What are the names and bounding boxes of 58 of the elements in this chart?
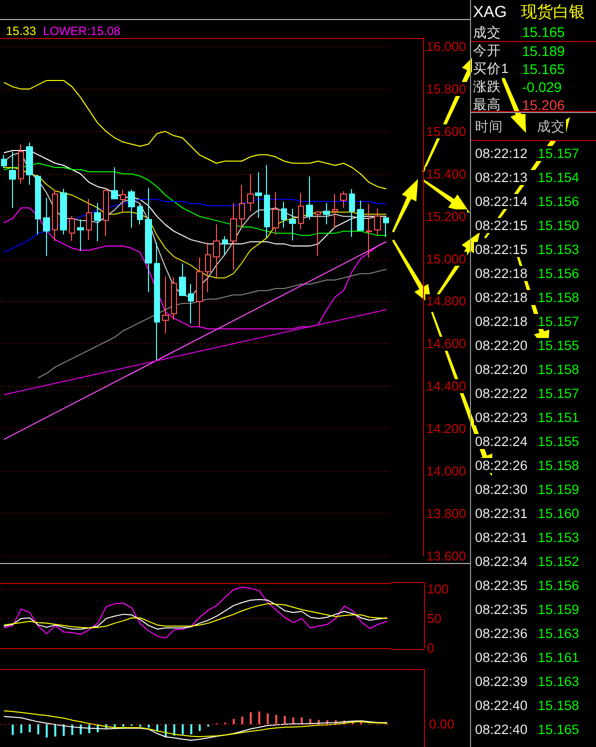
- text: 08:22:15 15.150: [475, 218, 580, 233]
- text: 15.33: [6, 24, 36, 38]
- y-tick-label: 14.600: [426, 336, 466, 352]
- text: 08:22:40 15.158: [475, 698, 580, 713]
- text: 08:22:35 15.156: [475, 578, 580, 593]
- text: LOWER:15.08: [43, 24, 121, 38]
- text: 08:22:39 15.163: [475, 674, 580, 689]
- data-label: 15.189: [522, 42, 565, 60]
- text: XAG: [473, 3, 507, 23]
- y-tick-label: 0: [427, 640, 434, 656]
- text: 08:22:40 15.165: [475, 722, 580, 737]
- y-tick-label: 14.000: [426, 464, 466, 479]
- y-tick-label: 100: [427, 581, 449, 596]
- text: 现货白银: [521, 3, 585, 23]
- text: 08:22:24 15.155: [475, 434, 580, 449]
- text: 08:22:15 15.153: [475, 242, 580, 257]
- text: 08:22:35 15.159: [475, 602, 580, 617]
- text: 08:22:26 15.158: [475, 458, 580, 473]
- ref-line-label: 0.00: [429, 716, 454, 732]
- text: 08:22:12 15.157: [475, 146, 580, 161]
- text: 08:22:14 15.156: [475, 194, 580, 209]
- category-label: 成交: [473, 24, 501, 41]
- text: 08:22:36 15.163: [475, 626, 580, 641]
- category-label: 买价1: [473, 60, 509, 78]
- y-tick-label: 50: [427, 610, 442, 626]
- data-label: 15.165: [522, 60, 565, 78]
- y-tick-label: 14.200: [426, 421, 466, 436]
- y-tick-label: 15.600: [426, 124, 466, 139]
- category-label: 今开: [473, 42, 501, 60]
- y-tick-label: 15.400: [426, 166, 466, 182]
- text: 08:22:31 15.160: [475, 506, 580, 521]
- text: 成交: [537, 118, 565, 136]
- text: 08:22:13 15.154: [475, 170, 580, 185]
- text: 08:22:18 15.158: [475, 290, 580, 305]
- text: 08:22:23 15.151: [475, 410, 580, 425]
- y-tick-label: 13.600: [426, 548, 466, 564]
- text: 08:22:34 15.152: [475, 554, 580, 569]
- category-label: 最高: [473, 96, 501, 114]
- y-tick-label: 15.800: [426, 81, 466, 96]
- text: 08:22:20 15.158: [475, 362, 580, 377]
- text: 08:22:22 15.157: [475, 386, 580, 401]
- text: 08:22:18 15.157: [475, 314, 580, 329]
- y-tick-label: 16.000: [426, 38, 466, 54]
- text: 时间: [475, 118, 503, 136]
- text: 08:22:20 15.155: [475, 338, 580, 353]
- y-tick-label: 13.800: [426, 506, 466, 522]
- y-tick-label: 15.000: [426, 251, 466, 266]
- text: 08:22:36 15.161: [475, 650, 580, 665]
- text: 08:22:18 15.156: [475, 266, 580, 281]
- y-tick-label: 14.400: [426, 378, 466, 394]
- data-label: -0.029: [522, 78, 562, 96]
- data-label: 15.206: [522, 96, 565, 114]
- text: 08:22:31 15.153: [475, 530, 580, 545]
- y-tick-label: 14.800: [426, 294, 466, 309]
- category-label: 涨跌: [473, 78, 501, 96]
- text: 08:22:30 15.159: [475, 482, 580, 497]
- data-label: 15.165: [522, 24, 565, 41]
- y-tick-label: 15.200: [426, 208, 466, 224]
